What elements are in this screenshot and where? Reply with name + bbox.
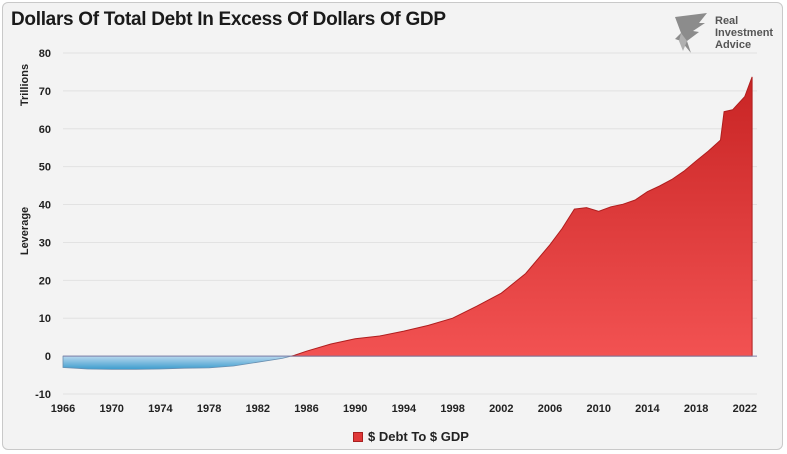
x-tick-label: 2010 [586, 403, 610, 415]
logo-line-2: Investment [715, 27, 774, 39]
y-tick-label: 20 [39, 275, 51, 287]
negative-area [62, 355, 292, 370]
y-axis-ticks: -10 0 10 20 30 40 50 60 70 80 [35, 48, 51, 401]
x-tick-label: 1978 [197, 403, 221, 415]
y-axis-label-trillions: Trillions [19, 64, 31, 106]
positive-area [290, 76, 753, 357]
logo: Real Investment Advice [671, 11, 782, 55]
x-tick-label: 1970 [99, 403, 123, 415]
x-tick-label: 1994 [392, 403, 417, 415]
x-tick-label: 2014 [635, 403, 660, 415]
x-tick-label: 2022 [733, 403, 757, 415]
x-tick-label: 1990 [343, 403, 367, 415]
x-tick-label: 2018 [684, 403, 708, 415]
legend-swatch [353, 431, 363, 442]
x-tick-label: 2002 [489, 403, 513, 415]
y-tick-label: -10 [35, 389, 51, 401]
chart-title: Dollars Of Total Debt In Excess Of Dolla… [11, 9, 446, 30]
legend-label: $ Debt To $ GDP [368, 429, 469, 444]
x-tick-label: 1998 [440, 403, 464, 415]
chart-frame: Dollars Of Total Debt In Excess Of Dolla… [2, 2, 783, 450]
eagle-logo-icon [675, 13, 707, 53]
y-tick-label: 60 [39, 124, 51, 136]
y-tick-label: 70 [39, 86, 51, 98]
y-tick-label: 40 [39, 200, 51, 212]
x-tick-label: 1986 [294, 403, 318, 415]
logo-text: Real Investment Advice [715, 15, 773, 51]
x-tick-label: 1974 [148, 403, 173, 415]
x-axis-ticks: 1966 1970 1974 1978 1982 1986 1990 1994 1998 2002… [51, 403, 757, 415]
x-tick-label: 2006 [538, 403, 562, 415]
y-tick-label: 0 [45, 351, 51, 363]
chart-svg: -10 0 10 20 30 40 50 60 70 80 1966 1970 1974 1978 198… [19, 48, 757, 415]
legend: $ Debt To $ GDP [353, 429, 469, 444]
x-tick-label: 1966 [51, 403, 75, 415]
y-tick-label: 80 [39, 48, 51, 60]
y-tick-label: 50 [39, 162, 51, 174]
y-axis-label-leverage: Leverage [19, 207, 31, 255]
y-tick-label: 30 [39, 237, 51, 249]
y-tick-label: 10 [39, 313, 51, 325]
x-tick-label: 1982 [246, 403, 270, 415]
logo-line-1: Real [715, 15, 739, 27]
logo-line-3: Advice [715, 39, 752, 51]
